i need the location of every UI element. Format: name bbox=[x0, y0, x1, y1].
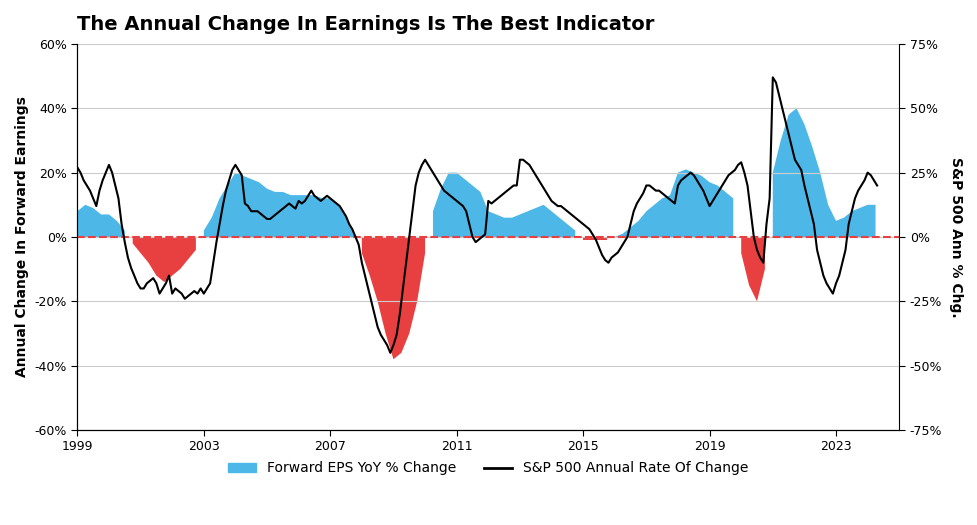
Text: The Annual Change In Earnings Is The Best Indicator: The Annual Change In Earnings Is The Bes… bbox=[77, 15, 654, 34]
Y-axis label: Annual Change In Forward Earnings: Annual Change In Forward Earnings bbox=[15, 97, 29, 377]
Y-axis label: S&P 500 Ann % Chg.: S&P 500 Ann % Chg. bbox=[948, 156, 962, 317]
Legend: Forward EPS YoY % Change, S&P 500 Annual Rate Of Change: Forward EPS YoY % Change, S&P 500 Annual… bbox=[223, 456, 753, 481]
